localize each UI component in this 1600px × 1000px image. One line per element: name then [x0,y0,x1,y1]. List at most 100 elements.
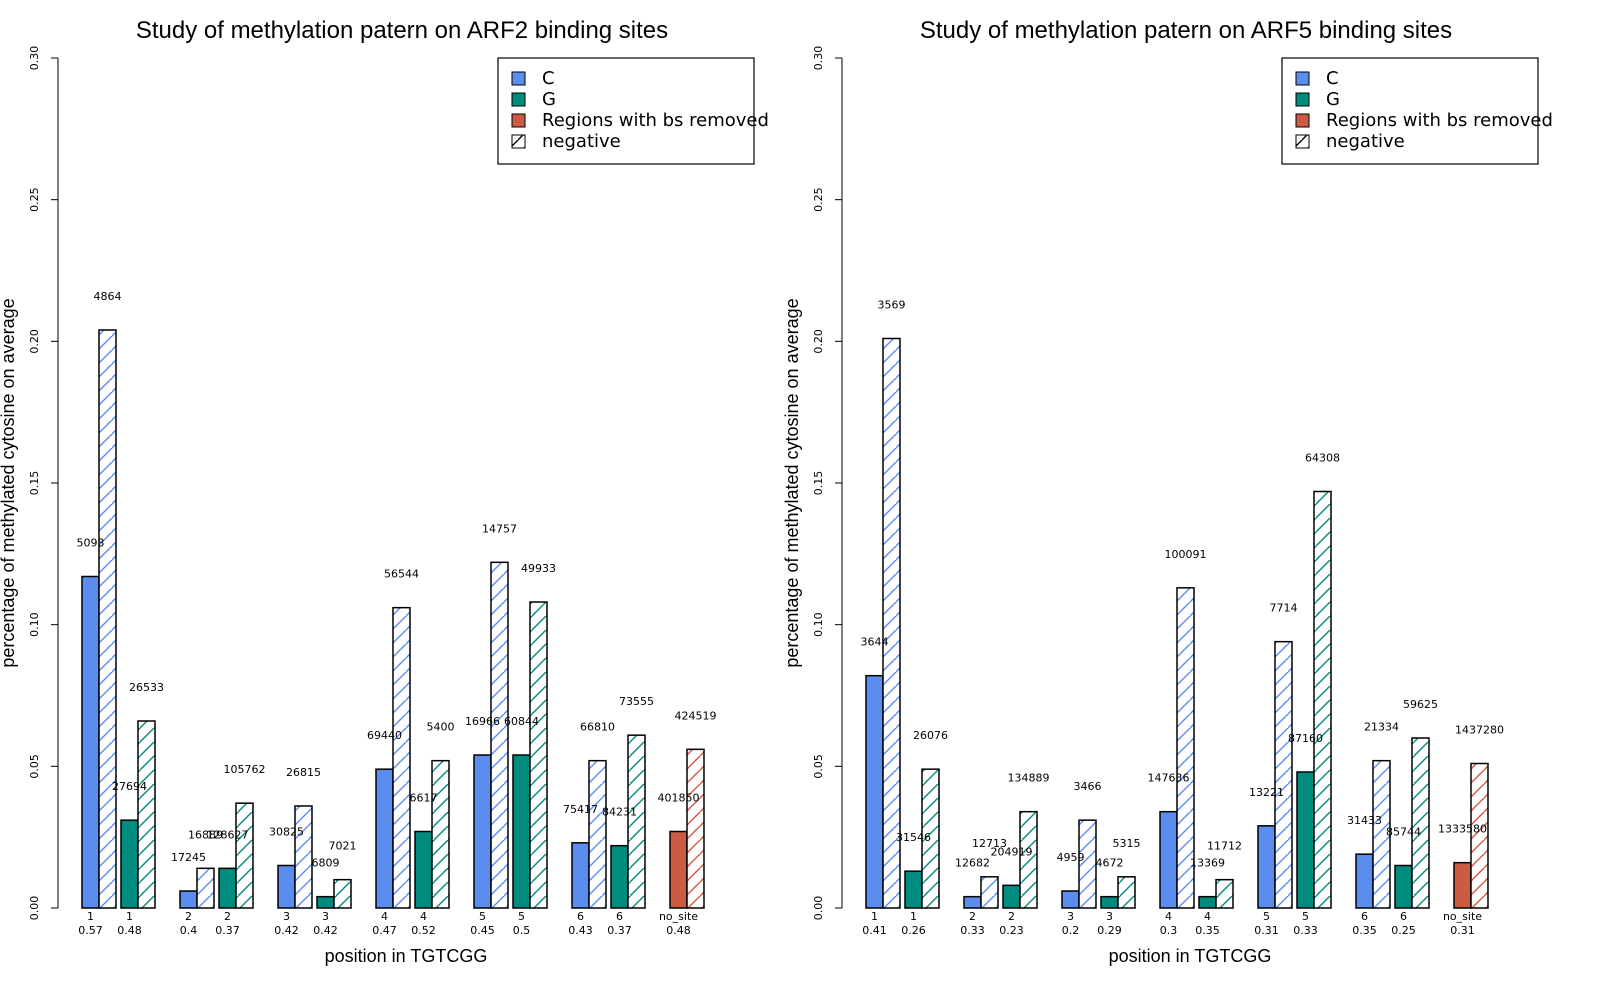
x-category-label: 4 [420,910,427,923]
bar-count-label: 56544 [384,568,419,581]
bar-count-label: 59625 [1403,698,1438,711]
bar-negative [1117,876,1136,909]
bar-count-label: 1333580 [1438,823,1487,836]
bar-positive [904,870,923,909]
x-category-sublabel: 0.41 [862,924,887,937]
bar-count-label: 100091 [1165,548,1207,561]
chart-panel-2: Study of methylation patern on ARF5 bind… [782,17,1553,966]
legend-entry: negative [1326,131,1405,152]
x-category-label: 1 [126,910,133,923]
x-category-sublabel: 0.3 [1160,924,1178,937]
bar-count-label: 31546 [896,831,931,844]
bar-negative [392,606,411,909]
legend-swatch [511,113,526,128]
bar-count-label: 13221 [1249,786,1284,799]
x-category-label: 2 [185,910,192,923]
bar-negative [1019,810,1038,909]
bar-negative [431,759,450,909]
y-tick-label: 0.20 [28,329,41,354]
x-category-label: 6 [616,910,623,923]
bar-count-label: 401850 [658,792,700,805]
bar-positive [571,842,590,909]
bar-count-label: 3569 [878,299,906,312]
bar-positive [218,867,237,909]
bar-count-label: 6617 [410,792,438,805]
bar-positive [865,674,884,909]
bar-count-label: 26815 [286,766,321,779]
x-category-sublabel: 0.29 [1097,924,1122,937]
legend-entry: C [542,68,555,89]
legend-box [497,57,755,165]
bar-negative [1313,490,1332,909]
bar-count-label: 7714 [1270,602,1298,615]
x-category-label: 1 [87,910,94,923]
bar-count-label: 60844 [504,715,539,728]
bar-count-label: 17245 [171,851,206,864]
legend-swatch [1295,71,1310,86]
bar-count-label: 5400 [427,721,455,734]
bar-negative [980,876,999,909]
x-category-sublabel: 0.52 [411,924,436,937]
chart-panel-1: Study of methylation patern on ARF2 bind… [0,17,769,966]
y-tick-label: 0.00 [812,896,825,921]
bar-count-label: 85744 [1386,826,1421,839]
legend-entry: C [1326,68,1339,89]
bar-count-label: 73555 [619,695,654,708]
x-axis-label: position in TGTCGG [1109,946,1272,966]
bar-negative [196,867,215,909]
y-tick-label: 0.25 [28,187,41,212]
bar-positive [1100,895,1119,909]
bar-positive [669,830,688,909]
bar-positive [1159,810,1178,909]
x-category-label: 3 [283,910,290,923]
bar-positive [1198,895,1217,909]
bar-positive [1002,884,1021,909]
legend-box [1281,57,1539,165]
y-tick-label: 0.20 [812,329,825,354]
x-category-label: 6 [577,910,584,923]
x-category-sublabel: 0.25 [1391,924,1416,937]
bar-negative [1078,819,1097,909]
x-category-sublabel: 0.42 [274,924,299,937]
bar-negative [333,878,352,909]
bar-positive [120,819,139,909]
bar-positive [512,754,531,909]
y-axis-label: percentage of methylated cytosine on ave… [0,298,18,667]
x-category-sublabel: 0.45 [470,924,495,937]
bar-count-label: 134889 [1008,772,1050,785]
bar-count-label: 3466 [1074,780,1102,793]
x-category-sublabel: 0.42 [313,924,338,937]
x-category-label: 6 [1400,910,1407,923]
bar-count-label: 11712 [1207,840,1242,853]
x-category-label: 2 [1008,910,1015,923]
bar-count-label: 49933 [521,562,556,575]
bar-count-label: 4672 [1096,857,1124,870]
legend-entry: Regions with bs removed [1326,110,1553,131]
x-category-sublabel: 0.33 [1293,924,1318,937]
bar-positive [610,844,629,909]
bar-count-label: 105762 [224,763,266,776]
bar-negative [235,802,254,909]
bar-count-label: 14757 [482,522,517,535]
bar-negative [1274,640,1293,909]
bar-count-label: 12713 [972,837,1007,850]
bar-count-label: 3644 [861,636,889,649]
bar-count-label: 1437280 [1455,724,1504,737]
bar-negative [98,329,117,909]
bar-negative [294,805,313,909]
bar-count-label: 87160 [1288,732,1323,745]
bar-positive [179,890,198,909]
y-tick-label: 0.15 [812,471,825,496]
bar-count-label: 4864 [94,290,122,303]
bar-count-label: 31433 [1347,814,1382,827]
bar-count-label: 16966 [465,715,500,728]
legend-swatch [511,71,526,86]
bar-count-label: 84231 [602,806,637,819]
y-tick-label: 0.05 [28,754,41,779]
x-axis-label: position in TGTCGG [325,946,488,966]
bar-count-label: 128627 [207,828,249,841]
bar-positive [81,575,100,909]
